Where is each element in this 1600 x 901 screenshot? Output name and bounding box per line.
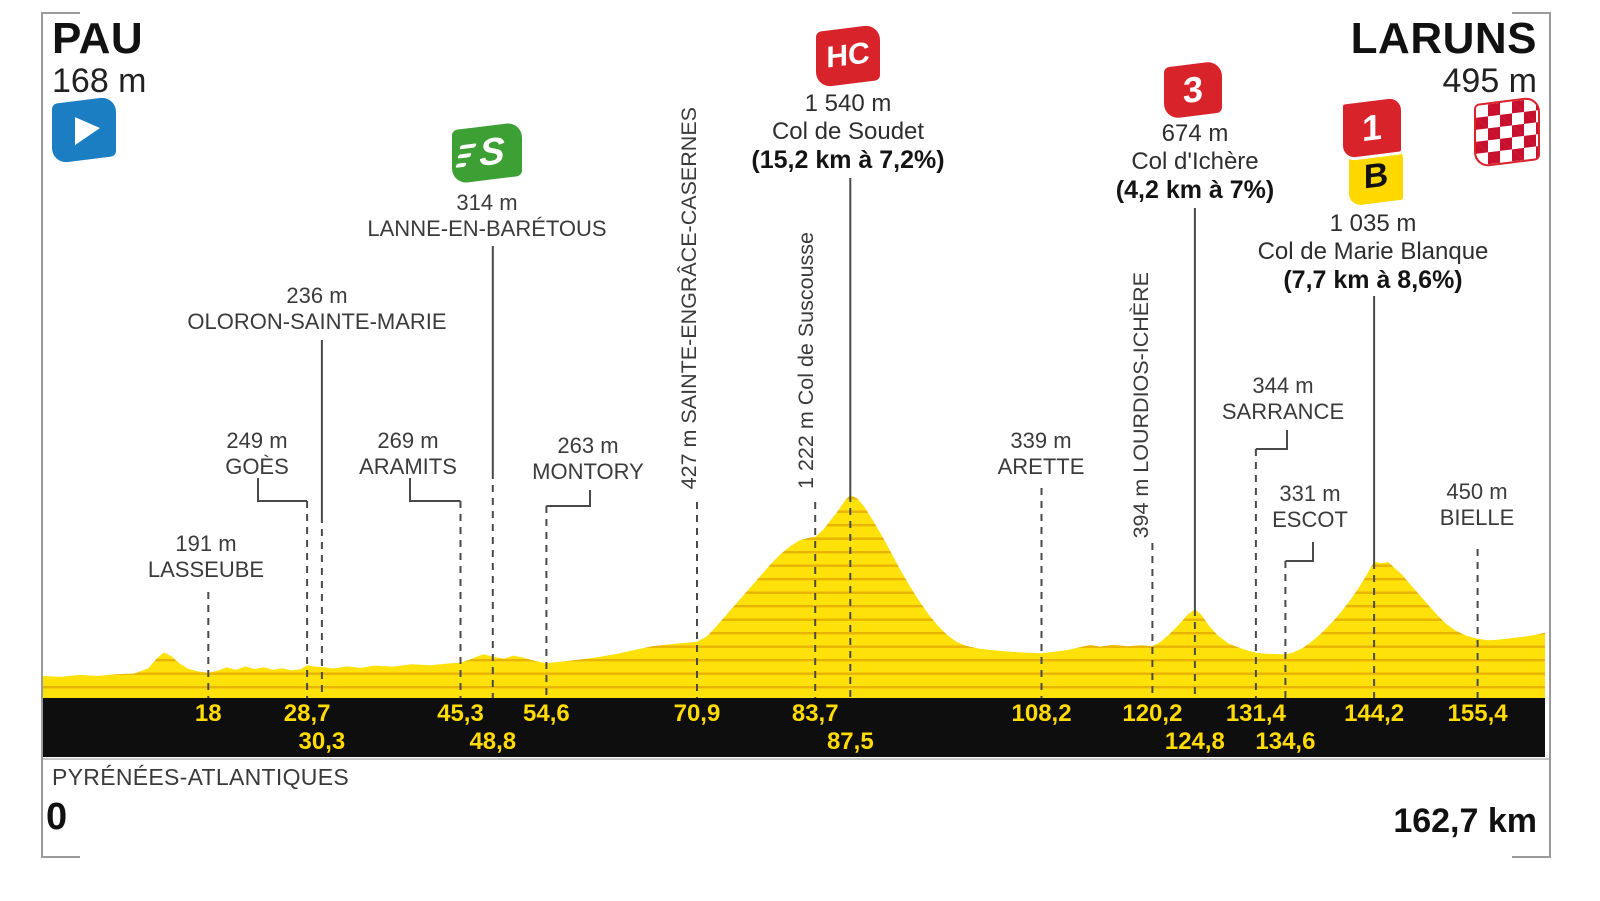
poi-name: ARAMITS bbox=[359, 454, 457, 479]
right-frame-bracket bbox=[1512, 12, 1551, 858]
km-mark: 124,8 bbox=[1164, 728, 1225, 755]
poi-montory: 263 m MONTORY bbox=[532, 433, 644, 485]
km-mark: 155,4 bbox=[1447, 700, 1508, 727]
km-mark: 18 bbox=[194, 700, 222, 727]
poi-elevation: 191 m bbox=[175, 531, 237, 556]
poi-elevation: 249 m bbox=[226, 428, 288, 453]
poi-name: Col d'Ichère bbox=[1131, 148, 1259, 175]
poi-gradient: (4,2 km à 7%) bbox=[1115, 176, 1275, 204]
poi-name: MONTORY bbox=[532, 459, 644, 484]
poi-arette: 339 m ARETTE bbox=[998, 428, 1085, 480]
poi-name: ESCOT bbox=[1272, 507, 1348, 532]
poi-lasseube: 191 m LASSEUBE bbox=[148, 531, 264, 583]
poi-col-de-soudet: 1 540 m Col de Soudet (15,2 km à 7,2%) bbox=[751, 90, 944, 174]
km-mark: 83,7 bbox=[791, 700, 839, 727]
start-km-label: 0 bbox=[46, 796, 68, 838]
poi-elevation: 344 m bbox=[1252, 373, 1314, 398]
poi-name: BIELLE bbox=[1439, 505, 1515, 530]
km-bar bbox=[42, 698, 1545, 757]
poi-name: Col de Marie Blanque bbox=[1257, 238, 1489, 265]
region-label: PYRÉNÉES-ATLANTIQUES bbox=[52, 764, 349, 790]
poi-col-de-marie-blanque: 1 035 m Col de Marie Blanque (7,7 km à 8… bbox=[1258, 210, 1489, 294]
poi-elevation: 450 m bbox=[1446, 479, 1508, 504]
poi-name: SARRANCE bbox=[1221, 399, 1345, 424]
start-city-name: PAU bbox=[52, 14, 144, 63]
poi-name: OLORON-SAINTE-MARIE bbox=[187, 309, 447, 334]
km-mark: 87,5 bbox=[826, 728, 874, 755]
km-mark: 70,9 bbox=[673, 700, 721, 727]
left-frame-bracket bbox=[41, 12, 80, 858]
poi-gradient: (7,7 km à 8,6%) bbox=[1283, 266, 1463, 294]
km-mark: 131,4 bbox=[1225, 700, 1286, 727]
km-mark: 54,6 bbox=[523, 700, 570, 727]
poi-oloron-sainte-marie: 236 m OLORON-SAINTE-MARIE bbox=[187, 283, 446, 335]
elevation-area bbox=[42, 495, 1545, 698]
start-city-elevation: 168 m bbox=[52, 62, 147, 100]
km-mark: 28,7 bbox=[283, 700, 331, 727]
poi-name: LANNE-EN-BARÉTOUS bbox=[367, 216, 607, 241]
poi-aramits: 269 m ARAMITS bbox=[359, 428, 457, 480]
poi-sarrance: 344 m SARRANCE bbox=[1222, 373, 1344, 425]
poi-lanne-en-baretous: 314 m LANNE-EN-BARÉTOUS bbox=[367, 190, 606, 242]
poi-bielle: 450 m BIELLE bbox=[1440, 479, 1515, 531]
poi-elevation: 269 m bbox=[377, 428, 439, 453]
poi-elevation: 1 035 m bbox=[1329, 210, 1417, 237]
km-mark: 108,2 bbox=[1011, 700, 1072, 727]
poi-elevation: 236 m bbox=[286, 283, 348, 308]
km-mark: 30,3 bbox=[298, 728, 346, 755]
km-mark: 45,3 bbox=[437, 700, 484, 727]
poi-goes: 249 m GOÈS bbox=[225, 428, 289, 480]
finish-city-block: LARUNS 495 m bbox=[1350, 14, 1538, 101]
poi-elevation: 331 m bbox=[1279, 481, 1341, 506]
finish-city-elevation: 495 m bbox=[1442, 62, 1538, 100]
poi-elevation: 339 m bbox=[1010, 428, 1072, 453]
km-mark: 144,2 bbox=[1344, 700, 1405, 727]
poi-gradient: (15,2 km à 7,2%) bbox=[751, 146, 945, 174]
start-city-block: PAU 168 m bbox=[52, 14, 147, 101]
poi-name: Col de Soudet bbox=[771, 118, 925, 145]
poi-name: LASSEUBE bbox=[147, 557, 265, 582]
poi-escot: 331 m ESCOT bbox=[1272, 481, 1348, 533]
finish-city-name: LARUNS bbox=[1350, 14, 1537, 63]
poi-name: GOÈS bbox=[225, 454, 289, 479]
poi-elevation: 674 m bbox=[1161, 120, 1229, 147]
km-mark: 134,6 bbox=[1255, 728, 1316, 755]
poi-col-d-ichere: 674 m Col d'Ichère (4,2 km à 7%) bbox=[1116, 120, 1274, 204]
poi-elevation: 1 540 m bbox=[804, 90, 892, 117]
poi-elevation: 263 m bbox=[557, 433, 619, 458]
km-mark: 48,8 bbox=[469, 728, 517, 755]
poi-elevation: 314 m bbox=[456, 190, 518, 215]
poi-name: ARETTE bbox=[997, 454, 1085, 479]
km-mark: 120,2 bbox=[1122, 700, 1183, 727]
total-distance-label: 162,7 km bbox=[1393, 802, 1537, 840]
